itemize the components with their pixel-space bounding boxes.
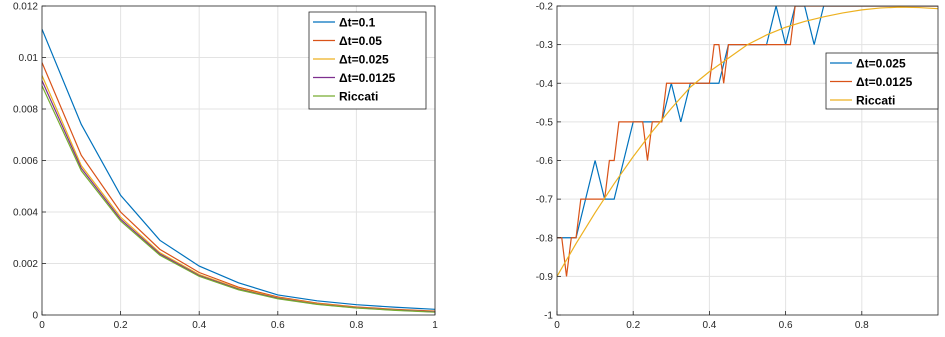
series-group xyxy=(42,28,435,313)
left-chart: 0 0.2 0.4 0.6 0.8 1 0 0.002 0.004 0.006 0.008 0.01 0… xyxy=(13,2,438,332)
y-tick-label: 0.01 xyxy=(19,53,39,64)
x-tick-label: 0 xyxy=(39,320,45,331)
y-tick-label: -0.2 xyxy=(536,2,554,13)
y-tick-label: 0 xyxy=(32,311,38,322)
series-line-4 xyxy=(42,85,435,313)
y-tick-label: 0.006 xyxy=(13,156,38,167)
right-chart: 0 0.2 0.4 0.6 0.8 -1 -0.9 -0.8 -0.7 -0.6 -0.5 -0.4 -… xyxy=(536,2,939,331)
x-tick-label: 1 xyxy=(432,320,438,331)
legend: Δt=0.025 Δt=0.0125 Riccati xyxy=(825,52,939,110)
y-tick-label: 0.012 xyxy=(13,2,38,13)
x-tick-label: 0.2 xyxy=(626,320,640,331)
x-tick-label: 0.8 xyxy=(349,320,363,331)
x-tick-label: 0.6 xyxy=(271,320,285,331)
legend-box xyxy=(308,11,427,110)
y-tick-label: -0.6 xyxy=(536,156,554,167)
y-tick-label: -1 xyxy=(544,311,553,322)
series-line-1 xyxy=(557,6,938,277)
series-line-2 xyxy=(557,6,938,277)
y-tick-label: 0.002 xyxy=(13,259,38,270)
y-tick-label: -0.4 xyxy=(536,79,554,90)
legend-entry: Δt=0.0125 xyxy=(856,75,913,89)
y-tick-label: 0.004 xyxy=(13,208,38,219)
legend-entry: Δt=0.025 xyxy=(856,57,906,71)
series-group xyxy=(557,6,938,277)
legend-entry: Δt=0.025 xyxy=(339,53,389,67)
legend-entry: Δt=0.1 xyxy=(339,16,376,30)
y-tick-label: -0.3 xyxy=(536,40,554,51)
y-tick-label: -0.9 xyxy=(536,272,554,283)
x-tick-label: 0.6 xyxy=(779,320,793,331)
y-tick-label: -0.8 xyxy=(536,233,554,244)
legend-entry: Δt=0.0125 xyxy=(339,71,396,85)
series-line-0 xyxy=(42,28,435,310)
legend-entry: Riccati xyxy=(339,90,378,104)
x-tick-label: 0.2 xyxy=(114,320,128,331)
legend-entry: Riccati xyxy=(856,94,895,108)
y-tick-label: -0.5 xyxy=(536,117,554,128)
x-tick-label: 0.4 xyxy=(702,320,716,331)
x-tick-label: 0.4 xyxy=(192,320,206,331)
x-tick-label: 0.8 xyxy=(855,320,869,331)
legend-entry: Δt=0.05 xyxy=(339,34,382,48)
y-tick-label: -0.7 xyxy=(536,195,554,206)
x-tick-label: 0 xyxy=(554,320,560,331)
y-tick-label: 0.008 xyxy=(13,105,38,116)
legend: Δt=0.1 Δt=0.05 Δt=0.025 Δt=0.0125 Riccati xyxy=(308,11,427,110)
